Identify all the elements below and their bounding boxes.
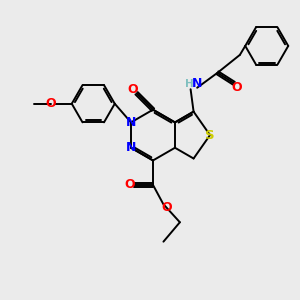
Text: O: O bbox=[128, 83, 138, 96]
Text: O: O bbox=[232, 81, 242, 94]
Text: N: N bbox=[126, 141, 136, 154]
Text: N: N bbox=[192, 77, 202, 90]
Text: O: O bbox=[125, 178, 135, 191]
Text: N: N bbox=[126, 116, 136, 129]
Text: H: H bbox=[185, 79, 194, 89]
Text: S: S bbox=[205, 129, 215, 142]
Text: O: O bbox=[162, 201, 172, 214]
Text: O: O bbox=[46, 97, 56, 110]
